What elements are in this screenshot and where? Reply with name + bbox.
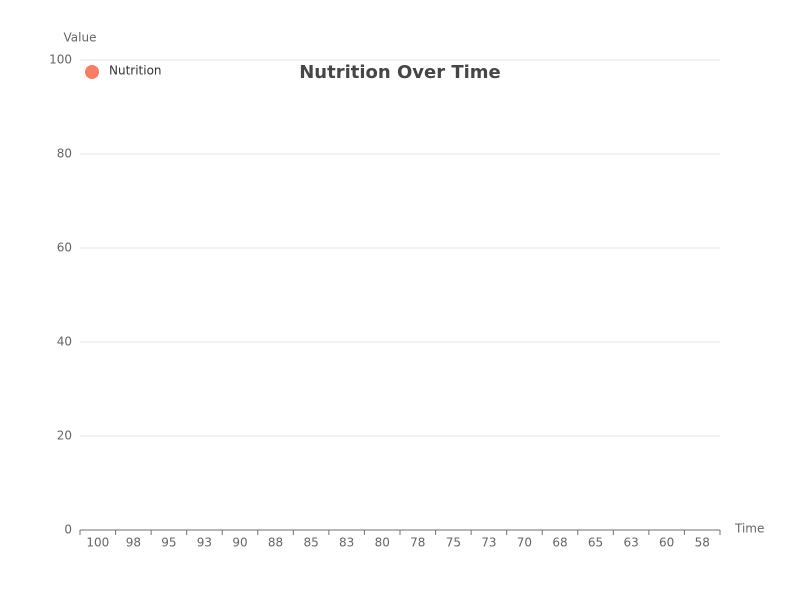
x-tick-label: 68	[552, 536, 567, 550]
y-tick-label: 100	[49, 53, 72, 67]
legend-marker	[85, 65, 99, 79]
x-tick-label: 60	[659, 536, 674, 550]
legend-label: Nutrition	[109, 64, 162, 78]
x-tick-label: 63	[623, 536, 638, 550]
x-axis-label: Time	[734, 522, 764, 536]
x-tick-label: 83	[339, 536, 354, 550]
x-tick-label: 95	[161, 536, 176, 550]
x-tick-label: 80	[375, 536, 390, 550]
y-axis-label: Value	[64, 31, 97, 45]
x-tick-label: 65	[588, 536, 603, 550]
chart-title: Nutrition Over Time	[299, 62, 501, 83]
x-tick-label: 75	[446, 536, 461, 550]
y-tick-label: 40	[57, 335, 72, 349]
y-tick-label: 60	[57, 241, 72, 255]
y-tick-label: 20	[57, 429, 72, 443]
x-tick-label: 73	[481, 536, 496, 550]
x-tick-label: 93	[197, 536, 212, 550]
x-tick-label: 88	[268, 536, 283, 550]
x-tick-label: 98	[126, 536, 141, 550]
y-tick-label: 0	[64, 523, 72, 537]
y-tick-label: 80	[57, 147, 72, 161]
x-tick-label: 58	[695, 536, 710, 550]
x-tick-label: 78	[410, 536, 425, 550]
x-tick-label: 90	[232, 536, 247, 550]
x-tick-label: 85	[303, 536, 318, 550]
x-tick-label: 70	[517, 536, 532, 550]
x-tick-label: 100	[86, 536, 109, 550]
